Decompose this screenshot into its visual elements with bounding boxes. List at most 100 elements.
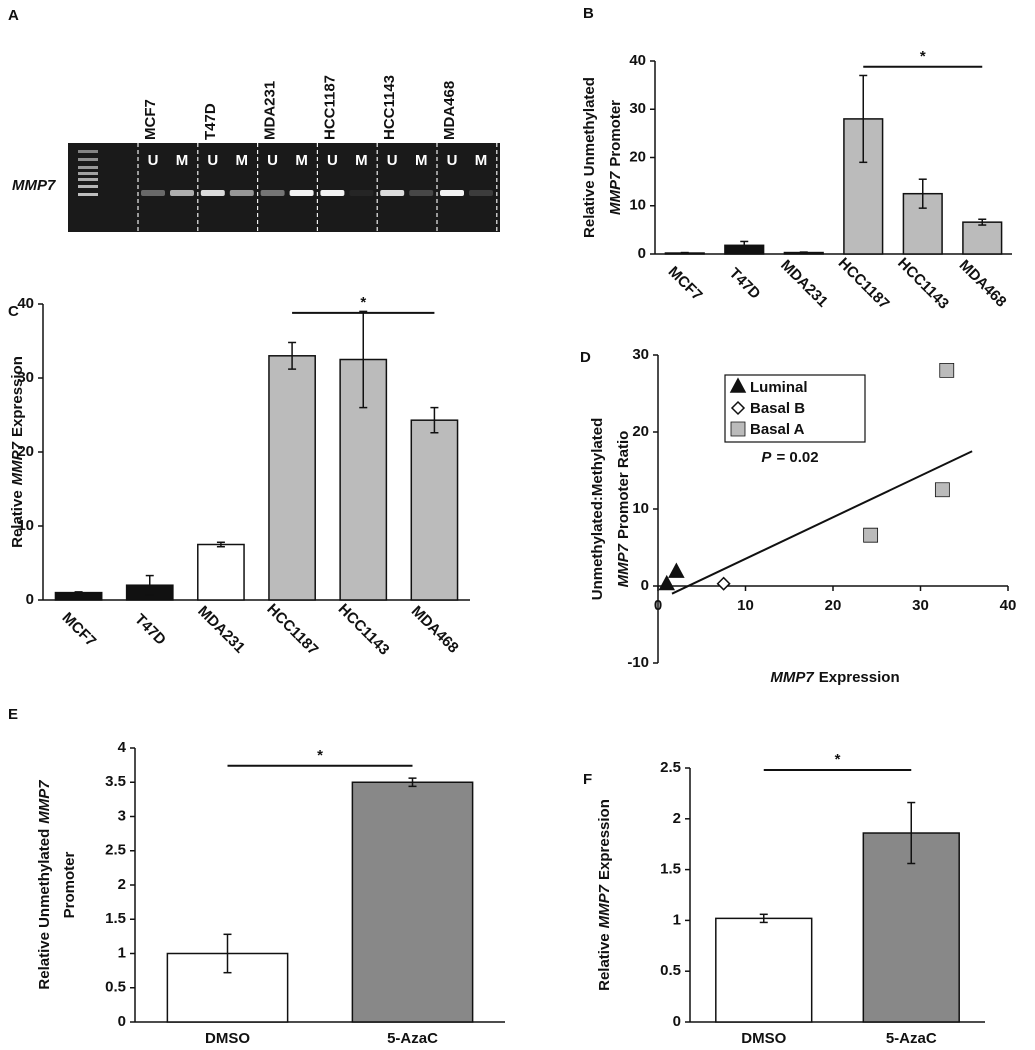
y-axis-label: MMP7 Promoter <box>607 100 624 215</box>
y-tick-label: 1 <box>673 911 681 928</box>
x-tick-label: DMSO <box>205 1030 250 1047</box>
y-axis-label-part: MMP7 <box>607 171 624 215</box>
bar <box>351 781 474 1023</box>
bar <box>410 419 459 601</box>
gel-band <box>469 190 493 196</box>
lane-name: HCC1143 <box>381 75 398 140</box>
y-axis-label-part: Expression <box>9 356 26 437</box>
y-axis-label: Relative Unmethylated MMP7 <box>36 780 53 990</box>
x-tick-label: DMSO <box>741 1030 786 1047</box>
x-tick-label: T47D <box>726 265 764 303</box>
ladder-band <box>78 166 98 169</box>
y-axis-label-part: Relative <box>9 490 26 548</box>
x-tick-label: MDA468 <box>956 257 1010 311</box>
lane-label: U <box>267 152 278 169</box>
ladder-band <box>78 158 98 161</box>
gel-image <box>68 143 500 232</box>
bar <box>268 355 316 601</box>
y-tick-label: 2.5 <box>105 842 126 859</box>
gel-band <box>170 190 194 196</box>
y-tick-label: 30 <box>629 100 646 117</box>
y-axis-label: Relative Unmethylated <box>581 77 598 238</box>
x-axis-label: MMP7 Expression <box>770 669 899 686</box>
y-axis-label-part: MMP7 <box>36 780 53 824</box>
x-tick-label: HCC1143 <box>894 255 952 313</box>
lane-name: MDA468 <box>441 81 458 140</box>
panel-letter: B <box>583 5 594 22</box>
lane-label: M <box>236 152 249 169</box>
y-tick-label: 1.5 <box>660 861 681 878</box>
y-tick-label: 2 <box>673 810 681 827</box>
y-axis-label-part: Promoter <box>61 852 78 919</box>
x-axis-label-part: MMP7 <box>770 669 814 686</box>
panel-letter: A <box>8 7 19 24</box>
marker <box>658 574 676 591</box>
y-axis-label-part: Expression <box>596 799 613 880</box>
y-axis-label-part: Promoter Ratio <box>615 431 632 539</box>
x-tick-label: HCC1187 <box>835 255 893 313</box>
y-tick-label: 10 <box>632 500 649 517</box>
gel-band <box>380 190 405 196</box>
y-axis-label: Relative MMP7 Expression <box>596 799 613 991</box>
y-axis-label-part: Relative Unmethylated <box>36 829 53 990</box>
lane-label: M <box>415 152 428 169</box>
x-tick-label: MDA231 <box>777 257 831 311</box>
gel-band <box>200 190 225 196</box>
y-tick-label: 4 <box>118 739 127 756</box>
x-tick-label: MCF7 <box>59 609 100 650</box>
y-axis-label: Promoter <box>61 852 78 919</box>
lane-label: M <box>475 152 488 169</box>
x-tick-label: MCF7 <box>665 263 706 304</box>
trend-line <box>671 450 973 595</box>
y-axis-label: Relative MMP7 Expression <box>9 356 26 548</box>
legend-marker <box>730 421 746 437</box>
gel-band <box>440 190 464 196</box>
y-axis-label: MMP7 Promoter Ratio <box>615 431 632 588</box>
y-axis-label-part: Unmethylated:Methylated <box>589 418 606 601</box>
y-axis-label-part: MMP7 <box>9 441 26 485</box>
lane-name: HCC1187 <box>321 75 338 140</box>
significance-label: * <box>360 294 366 311</box>
x-tick-label: MDA468 <box>408 603 462 657</box>
x-axis-label-part: Expression <box>819 669 900 686</box>
bar <box>962 221 1003 255</box>
bar <box>862 832 960 1023</box>
ladder-band <box>78 185 98 188</box>
y-tick-label: 20 <box>629 148 646 165</box>
panel-letter: E <box>8 706 18 723</box>
y-tick-label: 30 <box>632 346 649 363</box>
y-tick-label: 0.5 <box>660 962 681 979</box>
marker <box>934 482 950 498</box>
lane-label: U <box>387 152 398 169</box>
lane-label: U <box>207 152 218 169</box>
lane-label: M <box>176 152 189 169</box>
y-axis-label-part: MMP7 <box>596 884 613 928</box>
y-tick-label: 3 <box>118 807 126 824</box>
y-axis-label-part: Relative <box>596 933 613 991</box>
y-tick-label: -10 <box>627 654 649 671</box>
y-tick-label: 0 <box>673 1013 681 1030</box>
lane-name: MCF7 <box>142 99 159 140</box>
x-tick-label: HCC1187 <box>263 601 321 659</box>
lane-name: T47D <box>202 103 219 140</box>
y-tick-label: 2.5 <box>660 759 681 776</box>
x-tick-label: 10 <box>737 597 754 614</box>
significance-label: * <box>317 747 323 764</box>
lane-name: MDA231 <box>262 81 279 140</box>
lane-label: M <box>295 152 308 169</box>
legend-marker <box>729 377 747 393</box>
gel-band <box>260 190 285 196</box>
y-axis-label-part: Promoter <box>607 100 624 167</box>
marker <box>668 562 685 578</box>
marker <box>716 576 731 591</box>
gel-band <box>320 190 345 196</box>
x-tick-label: 5-AzaC <box>886 1030 937 1047</box>
y-tick-label: 0.5 <box>105 979 126 996</box>
x-tick-label: 0 <box>654 597 662 614</box>
ladder-band <box>78 150 98 153</box>
y-tick-label: 0 <box>118 1013 126 1030</box>
x-tick-label: T47D <box>131 611 169 649</box>
lane-label: U <box>447 152 458 169</box>
marker <box>863 527 879 543</box>
